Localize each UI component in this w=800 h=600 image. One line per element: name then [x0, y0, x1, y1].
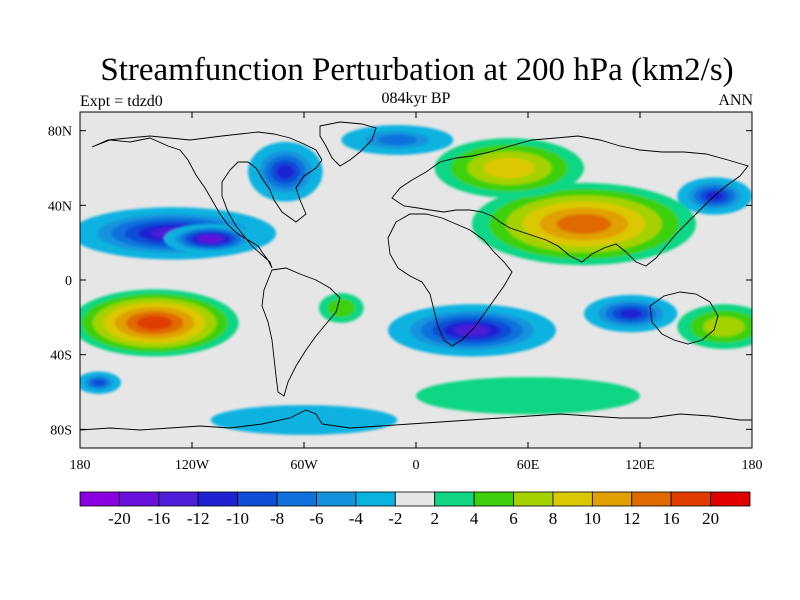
map-background — [80, 112, 752, 448]
field-contour-12-0 — [416, 377, 640, 415]
x-tick-label-0: 180 — [70, 458, 91, 473]
colorbar-label-0: -20 — [108, 509, 131, 528]
colorbar: -20 -16 -12 -10 -8 -6 -4 -2 2 4 6 8 10 12 16 20 — [79, 491, 751, 528]
colorbar-swatch-6 — [316, 491, 357, 507]
colorbar-label-6: -4 — [349, 509, 364, 528]
colorbar-label-4: -8 — [270, 509, 284, 528]
plot-title: Streamfunction Perturbation at 200 hPa (… — [100, 52, 734, 88]
field-contour-2-5 — [276, 164, 295, 179]
field-contour-8-6 — [136, 315, 173, 331]
colorbar-swatch-3 — [197, 491, 239, 507]
colorbar-label-8: 2 — [430, 509, 439, 528]
colorbar-label-14: 16 — [663, 509, 680, 528]
field-contour-13-1 — [246, 410, 362, 430]
coastline-north-america — [91, 131, 323, 269]
colorbar-swatch-0 — [79, 491, 120, 507]
colorbar-swatch-13 — [591, 491, 633, 507]
colorbar-label-9: 4 — [470, 509, 479, 528]
y-tick-label-1: 40N — [48, 199, 72, 214]
colorbar-swatch-1 — [119, 491, 160, 507]
field-contour-4-4 — [92, 379, 106, 386]
colorbar-label-13: 12 — [623, 509, 640, 528]
colorbar-swatch-5 — [276, 491, 317, 507]
x-tick-label-4: 60E — [517, 458, 540, 473]
field-contour-3-3 — [377, 134, 417, 146]
colorbar-label-11: 8 — [549, 509, 558, 528]
subtitle-label: 084kyr BP — [381, 90, 451, 107]
colorbar-swatch-2 — [158, 491, 199, 507]
x-tick-label-5: 120E — [625, 458, 655, 473]
y-tick-label-2: 0 — [65, 274, 72, 289]
y-tick-label-0: 80N — [48, 125, 72, 140]
colorbar-swatch-12 — [552, 491, 593, 507]
experiment-label: Expt = tdzd0 — [80, 93, 163, 110]
y-tick-label-4: 80S — [50, 423, 72, 438]
colorbar-swatch-9 — [434, 491, 475, 507]
field-contour-1-7 — [201, 236, 220, 242]
colorbar-label-1: -16 — [147, 509, 170, 528]
coastline-greenland — [319, 121, 377, 167]
colorbar-swatch-16 — [710, 491, 751, 507]
colorbar-label-15: 20 — [702, 509, 719, 528]
x-tick-label-2: 60W — [290, 458, 318, 473]
field-contour-10-3 — [483, 157, 536, 179]
coastline-antarctica — [80, 409, 752, 431]
colorbar-label-12: 10 — [584, 509, 601, 528]
x-tick-label-6: 180 — [742, 458, 763, 473]
coastline-africa — [387, 213, 513, 347]
colorbar-swatch-15 — [670, 491, 711, 507]
colorbar-swatch-4 — [237, 491, 278, 507]
streamfunction-field — [80, 125, 752, 435]
colorbar-label-2: -12 — [187, 509, 210, 528]
coastline-south-america — [261, 267, 341, 397]
field-contour-6-5 — [619, 309, 642, 319]
colorbar-swatch-14 — [631, 491, 672, 507]
field-contour-9-5 — [556, 214, 612, 234]
colorbar-label-10: 6 — [509, 509, 518, 528]
coastline-australia — [649, 291, 719, 345]
season-label: ANN — [718, 92, 753, 109]
colorbar-swatch-10 — [473, 491, 514, 507]
coastline-layer — [80, 121, 752, 431]
colorbar-label-3: -10 — [226, 509, 249, 528]
x-tick-label-1: 120W — [175, 458, 210, 473]
colorbar-label-5: -6 — [309, 509, 323, 528]
colorbar-label-7: -2 — [388, 509, 402, 528]
colorbar-swatch-7 — [355, 491, 396, 507]
x-tick-label-3: 0 — [413, 458, 420, 473]
colorbar-swatch-8 — [394, 491, 436, 507]
colorbar-swatch-11 — [513, 491, 554, 507]
map-axes: 180 120W 60W 0 60E 120E 180 80N 40N 0 40S 80S — [48, 112, 763, 473]
field-contour-14-1 — [327, 298, 356, 318]
y-tick-label-3: 40S — [50, 349, 72, 364]
field-contour-11-2 — [703, 316, 745, 337]
coastline-europe-asia — [391, 135, 749, 267]
